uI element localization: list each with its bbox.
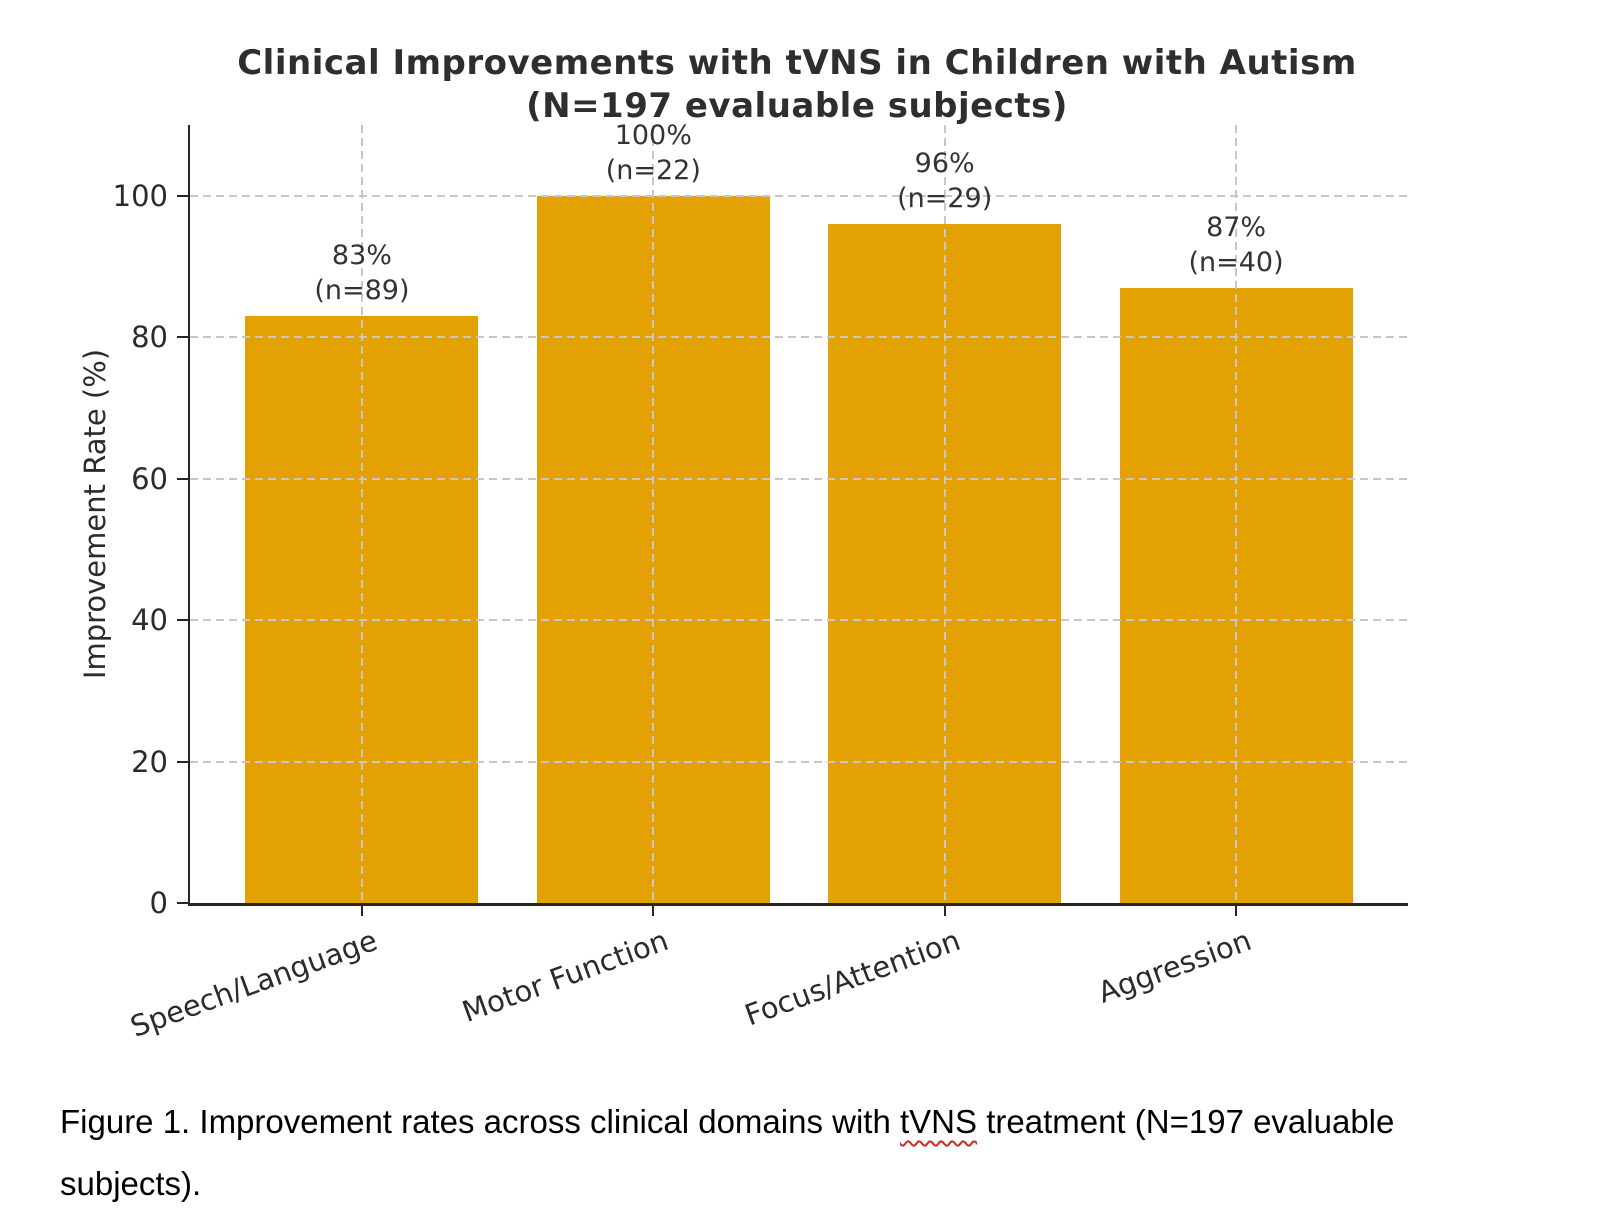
y-gridline-100 — [190, 194, 1408, 197]
caption-misspelled-word: tVNS — [900, 1103, 978, 1140]
y-tick-mark-0 — [177, 902, 188, 904]
bar-value-label-aggression: 87% (n=40) — [1188, 211, 1284, 278]
x-tick-mark-motor-function — [652, 906, 655, 916]
y-tick-label-20: 20 — [131, 744, 168, 779]
y-tick-label-80: 80 — [131, 320, 168, 355]
x-tick-label-aggression: Aggression — [1093, 923, 1256, 1010]
bar-value-label-speech-language: 83% (n=89) — [314, 239, 410, 306]
x-gridline-focus-attention — [943, 125, 946, 903]
y-tick-label-0: 0 — [149, 886, 168, 920]
y-tick-mark-20 — [177, 760, 188, 763]
y-tick-label-40: 40 — [131, 603, 168, 638]
y-axis-label: Improvement Rate (%) — [78, 348, 112, 680]
bar-value-label-motor-function: 100% (n=22) — [605, 119, 701, 186]
y-tick-mark-100 — [177, 194, 188, 197]
x-tick-mark-aggression — [1235, 906, 1238, 916]
y-tick-label-60: 60 — [131, 461, 168, 496]
y-gridline-60 — [190, 477, 1408, 480]
y-gridline-40 — [190, 619, 1408, 622]
x-tick-label-speech-language: Speech/Language — [125, 923, 382, 1044]
x-gridline-speech-language — [360, 125, 363, 903]
x-tick-label-focus-attention: Focus/Attention — [739, 923, 965, 1033]
figure-caption: Figure 1. Improvement rates across clini… — [60, 1091, 1530, 1208]
chart-title: Clinical Improvements with tVNS in Child… — [237, 43, 1357, 126]
y-tick-mark-40 — [177, 619, 188, 622]
plot-area: 0 20 40 60 80 100 83% (n=89) 100% (n=22) 96% (n=… — [113, 120, 1408, 1044]
y-tick-mark-60 — [177, 477, 188, 480]
bar-value-label-focus-attention: 96% (n=29) — [897, 148, 993, 215]
y-tick-label-100: 100 — [112, 178, 168, 213]
x-gridline-motor-function — [652, 125, 655, 903]
caption-text-before: Figure 1. Improvement rates across clini… — [60, 1103, 900, 1140]
x-gridline-aggression — [1235, 125, 1238, 903]
x-tick-mark-speech-language — [360, 906, 363, 916]
caption-text-after: treatment (N=197 evaluable subjects). — [60, 1103, 1395, 1202]
y-gridline-20 — [190, 760, 1408, 763]
x-tick-label-motor-function: Motor Function — [457, 923, 673, 1029]
y-gridline-80 — [190, 336, 1408, 339]
y-tick-mark-80 — [177, 336, 188, 339]
x-tick-mark-focus-attention — [943, 906, 946, 916]
